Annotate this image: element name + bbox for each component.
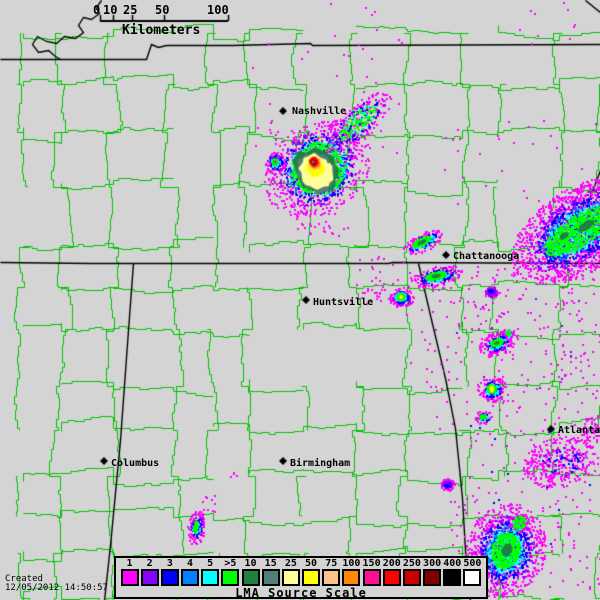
legend-entry: 4 xyxy=(181,558,200,586)
legend-color-swatch xyxy=(402,569,421,586)
scale-tick-label: 25 xyxy=(123,3,138,17)
legend-entry-label: 15 xyxy=(264,558,277,569)
scale-tick-label: 0 xyxy=(93,3,101,17)
legend-entry-label: 250 xyxy=(402,558,421,569)
legend-entry-label: 100 xyxy=(342,558,361,569)
legend-entry-label: 75 xyxy=(325,558,338,569)
legend-entry: 200 xyxy=(382,558,401,586)
legend-entry: 2 xyxy=(140,558,159,586)
city-label-nashville: Nashville xyxy=(292,106,347,117)
legend-entry-label: 4 xyxy=(187,558,194,569)
legend-entry-label: 50 xyxy=(305,558,318,569)
city-label-birmingham: Birmingham xyxy=(290,458,351,469)
legend-entry-label: >5 xyxy=(224,558,237,569)
legend-color-swatch xyxy=(382,569,401,586)
legend-entry: 500 xyxy=(463,558,482,586)
legend-color-swatch xyxy=(423,569,442,586)
legend-entry: 1 xyxy=(120,558,139,586)
legend-color-swatch xyxy=(140,569,159,586)
legend-entry-label: 400 xyxy=(443,558,462,569)
legend-color-swatch xyxy=(342,569,361,586)
legend-entry: >5 xyxy=(221,558,240,586)
legend-entry-label: 300 xyxy=(423,558,442,569)
legend-color-swatch xyxy=(181,569,200,586)
legend-color-swatch xyxy=(322,569,341,586)
legend-entry: 3 xyxy=(160,558,179,586)
legend-entry-label: 25 xyxy=(284,558,297,569)
legend-entry-label: 2 xyxy=(146,558,153,569)
legend-color-swatch xyxy=(201,569,220,586)
legend-entry-label: 500 xyxy=(463,558,482,569)
legend-entry-label: 150 xyxy=(362,558,381,569)
legend-color-swatch xyxy=(362,569,381,586)
city-label-huntsville: Huntsville xyxy=(313,297,374,308)
legend-entry: 100 xyxy=(342,558,361,586)
created-timestamp: 12/05/2012 14:50:57 xyxy=(5,583,108,593)
scale-tick-label: 100 xyxy=(207,3,229,17)
legend-entries-row: 1 2 3 4 5 >5 10 15 25 50 75 100 150 200 250 300 400 500 xyxy=(120,558,482,586)
legend-title: LMA Source Scale xyxy=(235,586,367,600)
city-label-atlanta: Atlanta xyxy=(558,425,600,436)
scale-tick-label: 10 xyxy=(103,3,118,17)
legend-entry-label: 5 xyxy=(207,558,214,569)
legend-entry: 50 xyxy=(302,558,321,586)
scale-tick-label: 50 xyxy=(155,3,170,17)
legend-color-swatch xyxy=(221,569,240,586)
created-label: Created xyxy=(5,574,43,584)
legend-color-swatch xyxy=(120,569,139,586)
legend-entry: 300 xyxy=(423,558,442,586)
legend-color-swatch xyxy=(160,569,179,586)
legend-color-swatch xyxy=(261,569,280,586)
legend-entry: 5 xyxy=(201,558,220,586)
legend-color-swatch xyxy=(302,569,321,586)
legend-color-swatch xyxy=(281,569,300,586)
legend-entry: 400 xyxy=(443,558,462,586)
legend-entry: 15 xyxy=(261,558,280,586)
legend-color-swatch xyxy=(241,569,260,586)
city-label-columbus: Columbus xyxy=(111,458,160,469)
legend-entry-label: 200 xyxy=(382,558,401,569)
legend-entry: 250 xyxy=(402,558,421,586)
legend-entry: 150 xyxy=(362,558,381,586)
legend-box: 1 2 3 4 5 >5 10 15 25 50 75 100 150 200 250 300 400 500 LM… xyxy=(114,556,488,600)
scale-bar-caption: Kilometers xyxy=(122,23,201,38)
legend-entry-label: 10 xyxy=(244,558,257,569)
legend-color-swatch xyxy=(463,569,482,586)
legend-color-swatch xyxy=(443,569,462,586)
legend-entry-label: 3 xyxy=(166,558,173,569)
city-label-chattanooga: Chattanooga xyxy=(453,251,520,262)
legend-entry: 10 xyxy=(241,558,260,586)
legend-entry-label: 1 xyxy=(126,558,133,569)
legend-entry: 25 xyxy=(281,558,300,586)
legend-entry: 75 xyxy=(322,558,341,586)
